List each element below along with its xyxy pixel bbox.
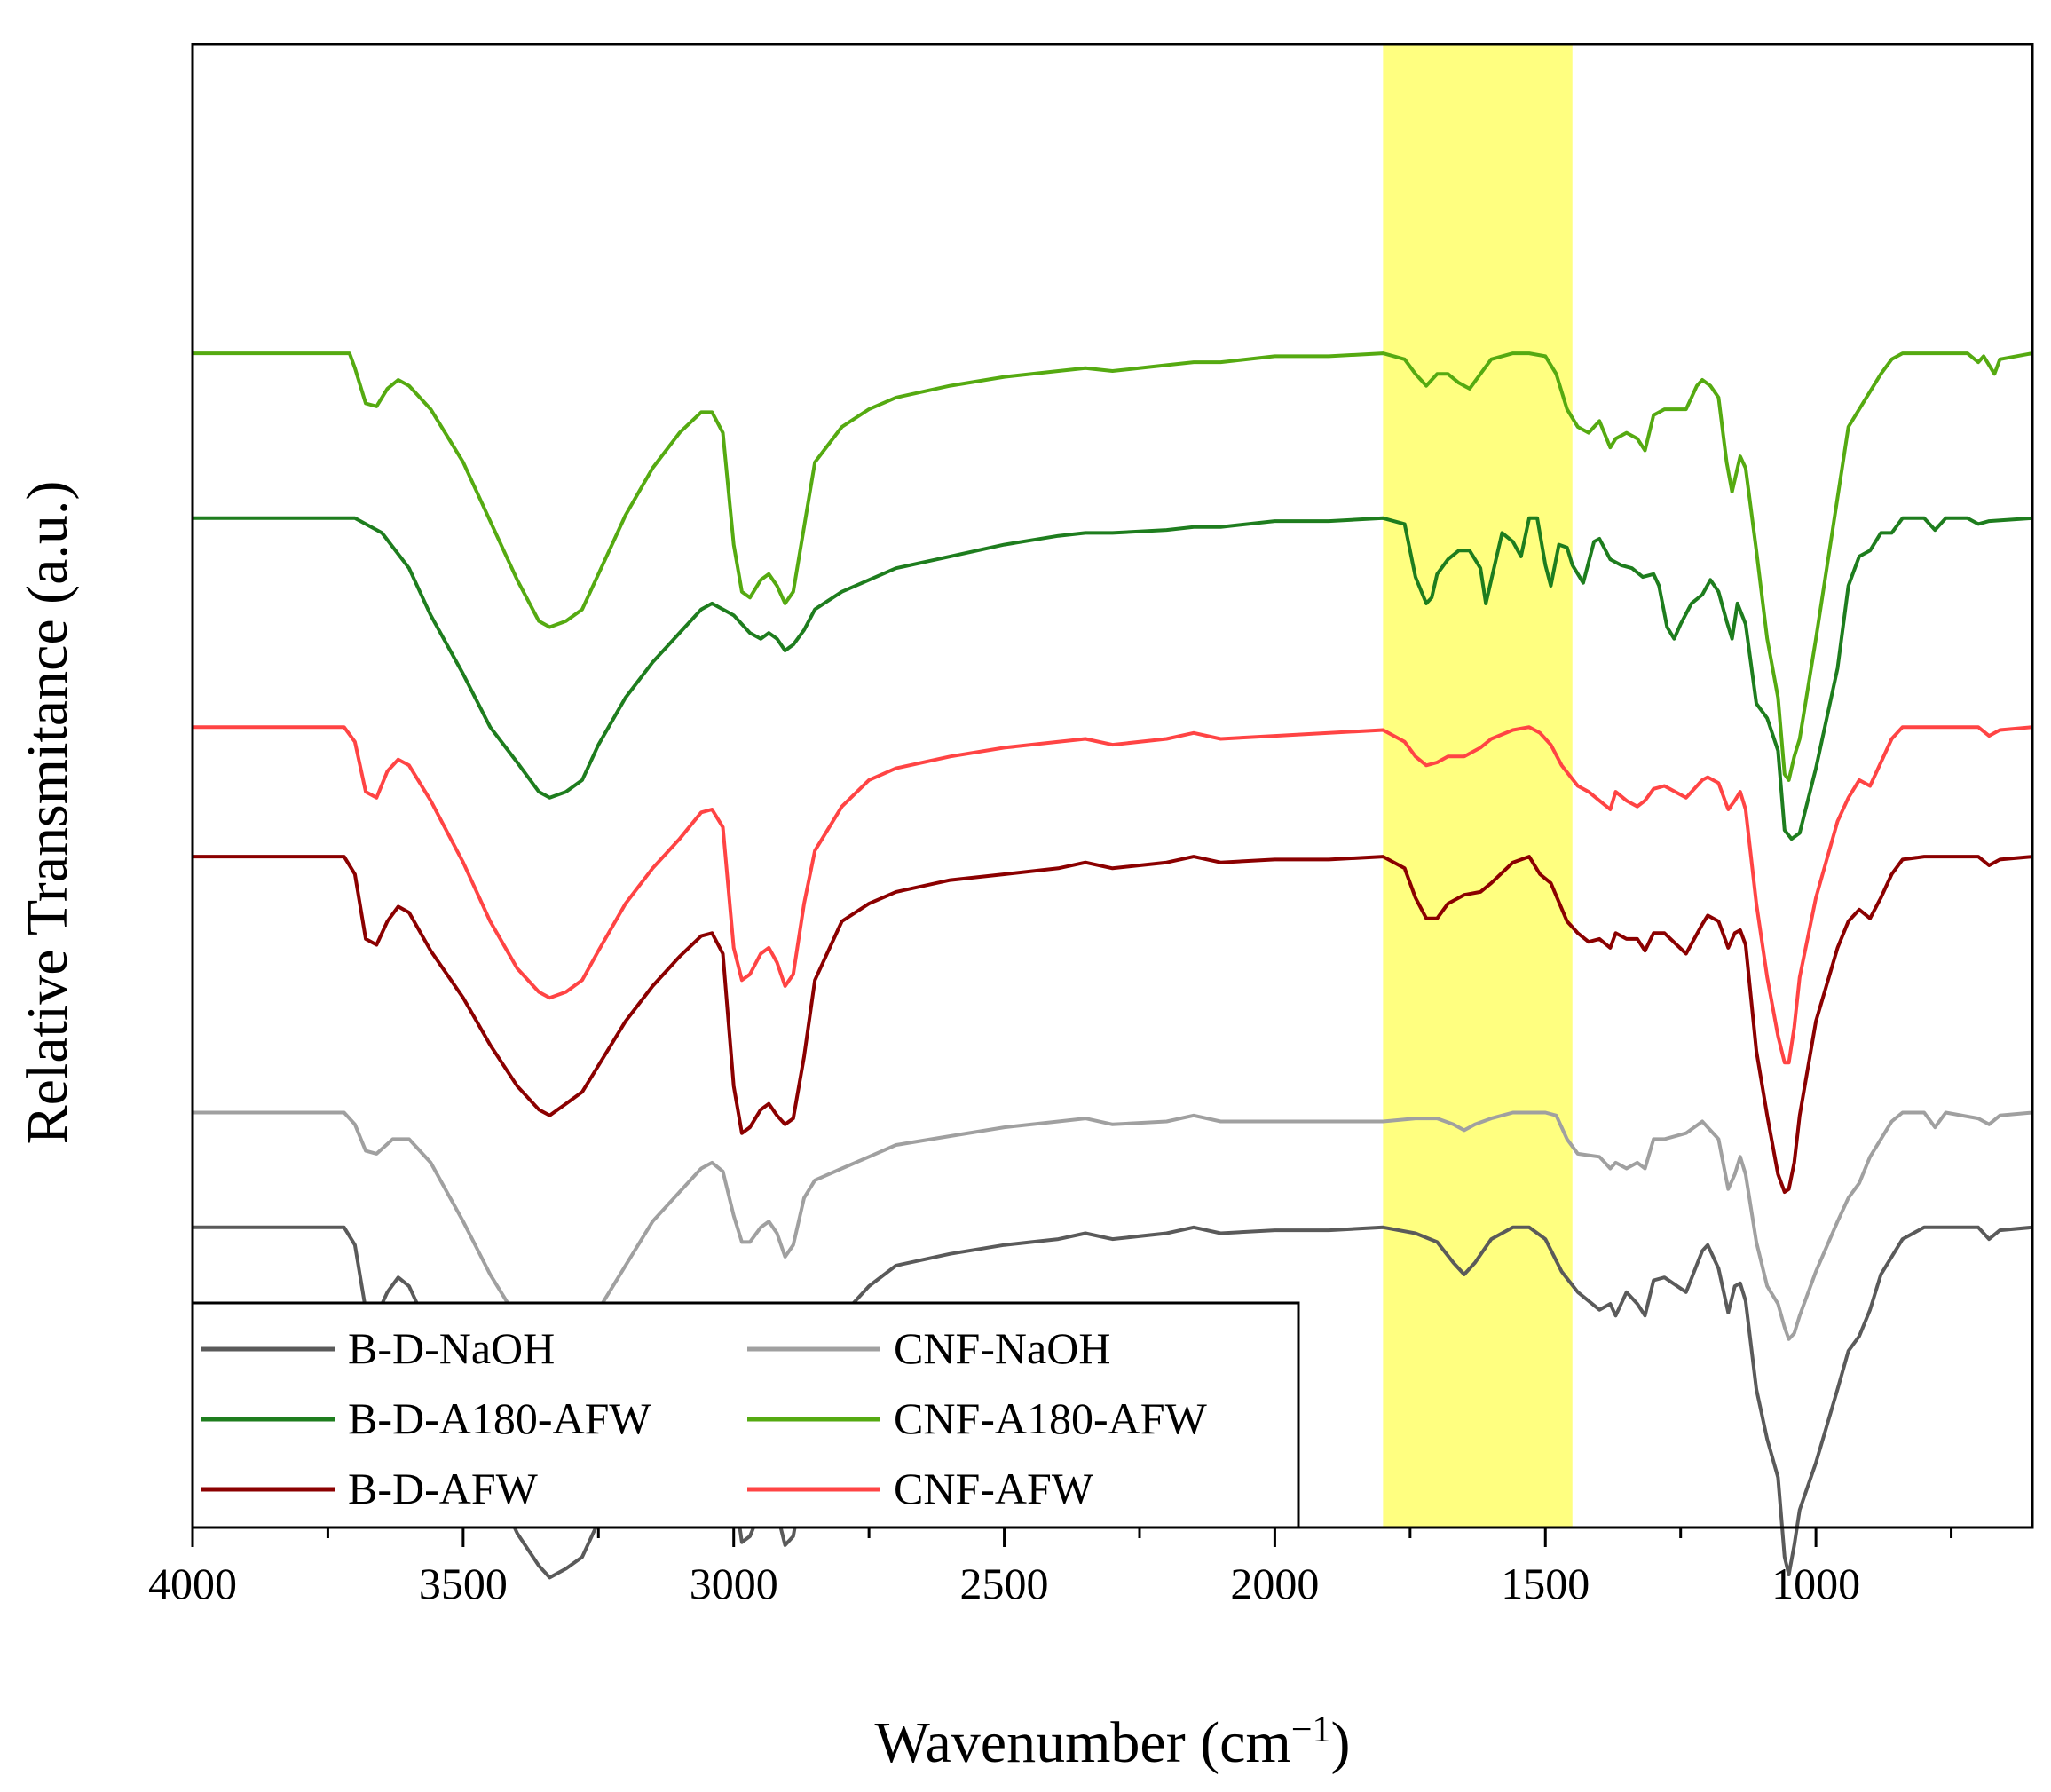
x-axis-title: Wavenumber (cm−1) xyxy=(875,1709,1351,1775)
legend-label-b-d-naoh: B-D-NaOH xyxy=(348,1323,555,1373)
series-line-b-d-a180-afw xyxy=(193,516,2033,841)
x-axis-title-suffix: ) xyxy=(1331,1710,1351,1775)
series-line-b-d-afw xyxy=(193,855,2033,1194)
x-ticks: 4000 3500 3000 2500 2000 1500 1000 xyxy=(148,1528,1953,1608)
x-tick-label: 4000 xyxy=(148,1559,237,1608)
x-tick-label: 3500 xyxy=(419,1559,508,1608)
x-tick-label: 3000 xyxy=(690,1559,778,1608)
x-tick-label: 2500 xyxy=(960,1559,1049,1608)
legend-label-cnf-afw: CNF-AFW xyxy=(894,1464,1094,1513)
series-line-cnf-afw xyxy=(193,725,2033,1065)
x-axis-title-text: Wavenumber (cm xyxy=(875,1710,1291,1775)
x-axis-title-superscript: −1 xyxy=(1291,1709,1331,1750)
series-line-cnf-naoh xyxy=(193,1110,2033,1350)
y-axis-title: Relative Transmitance (a.u.) xyxy=(15,481,80,1145)
legend-label-cnf-naoh: CNF-NaOH xyxy=(894,1323,1110,1373)
legend-label-cnf-a180-afw: CNF-A180-AFW xyxy=(894,1393,1208,1443)
x-tick-label: 1000 xyxy=(1771,1559,1860,1608)
series-layer xyxy=(193,351,2033,1580)
legend-label-b-d-afw: B-D-AFW xyxy=(348,1464,539,1513)
x-tick-label: 1500 xyxy=(1501,1559,1590,1608)
x-tick-label: 2000 xyxy=(1230,1559,1319,1608)
legend: B-D-NaOH CNF-NaOH B-D-A180-AFW CNF-A180-AFW… xyxy=(191,1301,1300,1529)
legend-box xyxy=(191,1301,1300,1529)
series-line-cnf-a180-afw xyxy=(193,351,2033,782)
series-line-b-d-naoh xyxy=(193,1225,2033,1580)
highlight-band-1450-1800 xyxy=(1383,44,1573,1528)
axes: 4000 3500 3000 2500 2000 1500 1000 xyxy=(148,43,2034,1608)
legend-label-b-d-a180-afw: B-D-A180-AFW xyxy=(348,1393,651,1443)
